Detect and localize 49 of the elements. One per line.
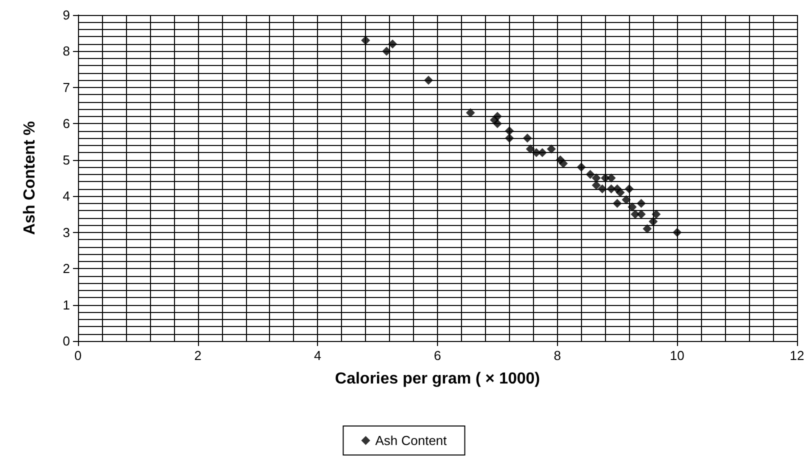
point: [592, 180, 601, 190]
y-tick-label: 9: [62, 8, 70, 22]
point: [622, 195, 631, 204]
x-tick-label: 2: [194, 348, 202, 363]
point: [504, 126, 514, 136]
y-tick-label: 4: [62, 188, 70, 204]
point: [504, 134, 514, 143]
point: [576, 162, 586, 172]
y-tick-label: 0: [62, 334, 70, 348]
point: [526, 144, 535, 154]
y-tick-label: 1: [62, 297, 70, 312]
x-tick-label: 10: [670, 348, 684, 363]
legend-label: Ash Content: [375, 433, 448, 448]
y-tick-label: 5: [62, 152, 70, 168]
point: [652, 210, 661, 219]
x-tick-label: 6: [434, 348, 442, 363]
point: [546, 144, 556, 154]
point: [382, 46, 392, 56]
x-tick-label: 12: [790, 348, 804, 363]
point: [492, 119, 502, 128]
y-tick-label: 7: [62, 80, 70, 95]
point: [492, 112, 502, 121]
y-tick-label: 8: [62, 44, 70, 59]
point: [642, 224, 652, 234]
point: [522, 134, 532, 143]
x-axis-title: Calories per gram ( × 1000): [335, 370, 540, 388]
point: [672, 228, 682, 237]
point: [636, 198, 646, 208]
point: [466, 108, 475, 118]
point: [586, 170, 595, 179]
y-axis-title: Ash Content %: [22, 121, 38, 235]
point: [424, 76, 434, 85]
point: [538, 148, 547, 158]
point: [648, 216, 658, 226]
x-tick-label: 4: [314, 348, 322, 363]
x-tick-label: 8: [554, 348, 561, 363]
point: [606, 174, 616, 182]
point: [598, 184, 607, 194]
y-tick-label: 2: [62, 261, 70, 276]
x-tick-label: 0: [74, 348, 82, 363]
point: [624, 184, 634, 194]
point: [628, 202, 637, 212]
point: [388, 39, 398, 48]
point: [592, 174, 601, 182]
y-tick-label: 6: [62, 116, 70, 132]
point: [616, 188, 625, 197]
point: [636, 210, 646, 219]
point: [612, 198, 622, 208]
y-tick-label: 3: [62, 224, 70, 240]
